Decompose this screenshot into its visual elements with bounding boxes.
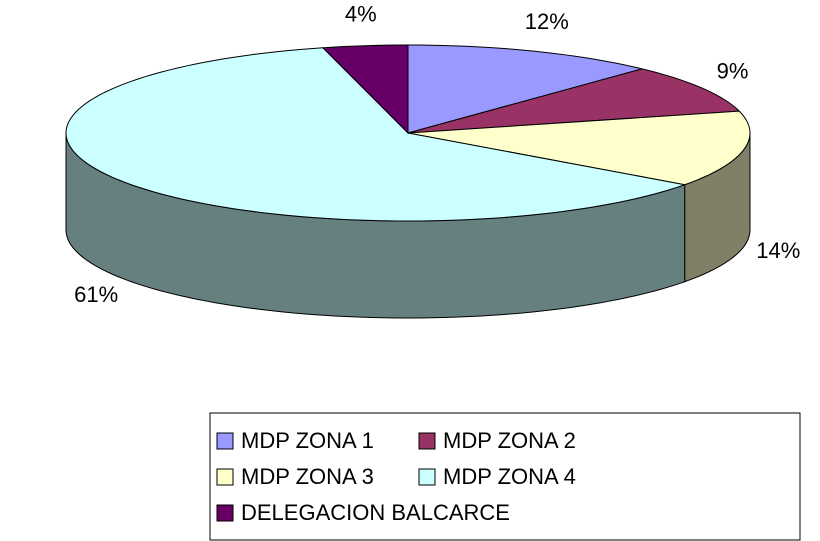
pie-slice [407,44,643,134]
pie-slice [321,44,409,135]
data-label: 4% [345,2,377,27]
legend-swatch [216,468,234,486]
legend-label: MDP ZONA 1 [241,428,374,453]
pie-slice [407,110,751,186]
pie-slice [407,68,741,134]
data-label: 9% [717,59,749,84]
legend-label: MDP ZONA 3 [241,464,374,489]
data-label: 12% [525,9,569,34]
legend-label: MDP ZONA 4 [443,464,576,489]
legend-box [209,412,801,541]
pie-slice [65,47,687,222]
legend-label: DELEGACION BALCARCE [241,500,510,525]
data-label: 14% [756,238,800,263]
legend-swatch [418,468,436,486]
legend-label: MDP ZONA 2 [443,428,576,453]
data-label: 61% [74,282,118,307]
legend-swatch [216,432,234,450]
legend-swatch [216,504,234,522]
legend-swatch [418,432,436,450]
